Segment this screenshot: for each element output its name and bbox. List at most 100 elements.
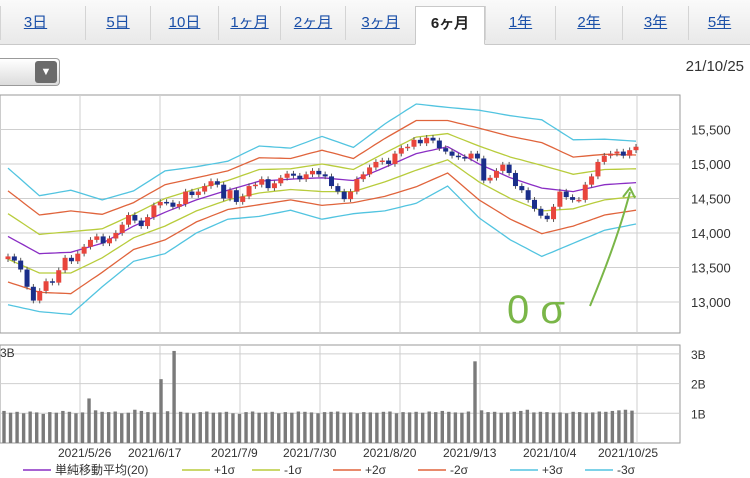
candle-body <box>424 137 430 144</box>
volume-bar <box>453 412 458 443</box>
candle-body <box>259 179 265 185</box>
legend-label: -3σ <box>617 463 636 477</box>
volume-bar <box>270 411 274 443</box>
volume-bar <box>381 411 386 443</box>
volume-bar <box>2 410 6 443</box>
chevron-down-icon[interactable]: ▼ <box>35 61 57 83</box>
volume-bar <box>8 412 13 443</box>
volume-bar <box>35 412 39 443</box>
volume-bar <box>205 411 209 443</box>
candle-body <box>576 199 582 202</box>
volume-bar <box>368 412 373 443</box>
candle-body <box>62 257 68 271</box>
tab-8[interactable]: 1年 <box>485 6 555 40</box>
candle-body <box>43 281 49 291</box>
price-tick-label: 13,500 <box>691 260 731 275</box>
candle-body <box>183 191 189 204</box>
volume-bar <box>342 412 346 443</box>
candle-body <box>608 153 614 156</box>
chart-date-label: 21/10/25 <box>685 58 744 75</box>
volume-bar <box>48 412 52 443</box>
chart-type-dropdown[interactable]: ▼ <box>0 58 60 86</box>
candle-body <box>18 260 24 270</box>
date-tick-label: 2021/10/25 <box>598 446 658 460</box>
volume-bar <box>617 410 621 443</box>
volume-bar <box>322 412 327 443</box>
sma-20-line <box>7 146 637 255</box>
volume-bar <box>512 411 516 443</box>
candle-body <box>519 186 525 191</box>
volume-bar <box>152 412 157 443</box>
tab-4[interactable]: 1ヶ月 <box>218 6 280 40</box>
tab-10[interactable]: 3年 <box>622 6 688 40</box>
volume-bar <box>551 412 556 443</box>
candle-body <box>474 153 480 159</box>
candle-body <box>392 153 398 164</box>
annotation-label: 0 σ <box>507 288 565 332</box>
tab-3[interactable]: 10日 <box>150 6 218 40</box>
volume-bar <box>414 411 418 443</box>
volume-bar <box>250 411 255 443</box>
volume-bar <box>309 412 314 443</box>
candle-body <box>164 201 170 204</box>
tab-7[interactable]: 6ヶ月 <box>415 6 485 45</box>
volume-bar <box>571 411 575 443</box>
candle-body <box>303 174 309 180</box>
price-tick-label: 14,000 <box>691 226 731 241</box>
tab-11[interactable]: 5年 <box>688 6 750 40</box>
tab-5[interactable]: 2ヶ月 <box>280 6 345 40</box>
tab-6[interactable]: 3ヶ月 <box>345 6 415 40</box>
volume-bar <box>172 350 176 443</box>
date-tick-label: 2021/8/20 <box>363 446 417 460</box>
volume-bar <box>165 411 170 443</box>
volume-bar <box>329 411 333 443</box>
volume-bar <box>486 412 490 443</box>
volume-bar <box>466 411 471 443</box>
price-tick-label: 15,500 <box>691 122 731 137</box>
candle-body <box>240 196 246 202</box>
volume-bar <box>460 412 464 443</box>
tab-1[interactable]: 3日 <box>0 6 70 40</box>
volume-bar <box>257 412 261 443</box>
volume-bar <box>577 412 582 443</box>
candle-body <box>627 150 633 156</box>
candle-body <box>252 184 258 187</box>
volume-bar <box>532 412 536 443</box>
candle-body <box>5 256 11 260</box>
candle-body <box>278 177 284 184</box>
tab-9[interactable]: 2年 <box>555 6 622 40</box>
candle-body <box>538 208 544 216</box>
volume-tick-label: 1B <box>691 407 706 421</box>
candle-body <box>551 206 557 220</box>
price-panel-frame <box>0 94 681 334</box>
candlesticks <box>5 135 639 304</box>
candle-body <box>500 164 506 171</box>
plus-1-sigma-line <box>7 132 637 236</box>
tab-2[interactable]: 5日 <box>85 6 150 40</box>
volume-bar <box>159 379 163 443</box>
candle-body <box>132 215 138 221</box>
candle-body <box>284 173 290 178</box>
minus-1-sigma-line <box>7 159 637 274</box>
volume-bar <box>244 412 248 443</box>
candle-body <box>449 151 455 156</box>
volume-bar <box>263 412 268 443</box>
volume-panel-frame <box>0 344 681 444</box>
candle-body <box>126 215 132 225</box>
volume-bar <box>558 412 562 443</box>
volume-bar <box>290 412 294 443</box>
minus-2-sigma-line <box>7 172 637 295</box>
volume-bar <box>591 412 595 443</box>
volume-bar <box>420 412 425 443</box>
volume-bar <box>604 411 608 443</box>
volume-tick-label: 2B <box>691 378 706 392</box>
candle-body <box>202 186 208 192</box>
volume-bar <box>15 411 19 443</box>
candle-body <box>436 140 442 149</box>
candle-body <box>455 155 461 158</box>
price-tick-label: 14,500 <box>691 191 731 206</box>
candle-body <box>81 246 87 254</box>
volume-bar <box>375 412 379 443</box>
volume-bar <box>67 411 72 443</box>
volume-bar <box>610 410 615 443</box>
